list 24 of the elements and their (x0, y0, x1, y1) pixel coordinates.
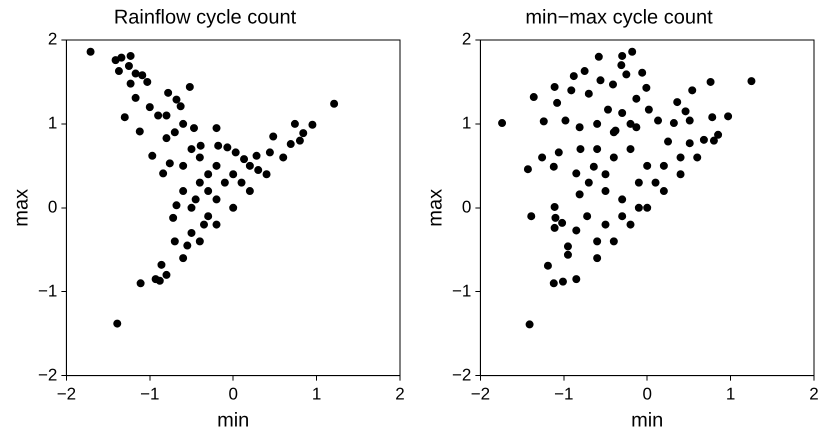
x-tick-label: 0 (642, 384, 652, 404)
y-tick-label: 1 (462, 114, 472, 133)
x-tick-label: −1 (554, 384, 574, 404)
x-tick-label: 1 (312, 384, 322, 404)
x-axis-title: min (631, 410, 664, 432)
y-tick-label: 1 (48, 114, 58, 133)
y-tick-label: −2 (38, 365, 58, 384)
y-axis-title: max (424, 188, 447, 227)
y-tick-label: 0 (462, 197, 472, 216)
y-tick-label: −1 (38, 281, 58, 300)
y-tick-label: −2 (452, 365, 472, 384)
x-tick-label: 0 (228, 384, 238, 404)
y-axis-title: max (10, 188, 33, 227)
x-tick-label: 2 (809, 384, 819, 404)
x-tick-label: −1 (140, 384, 160, 404)
y-tick-label: 0 (48, 197, 58, 216)
x-tick-label: 1 (726, 384, 736, 404)
chart-title: min−max cycle count (525, 6, 714, 29)
y-tick-label: 2 (462, 30, 472, 49)
y-tick-label: 2 (48, 30, 58, 49)
x-axis-title: min (217, 410, 250, 432)
y-tick-label: −1 (452, 281, 472, 300)
chart-title: Rainflow cycle count (114, 6, 297, 29)
x-tick-label: 2 (395, 384, 405, 404)
